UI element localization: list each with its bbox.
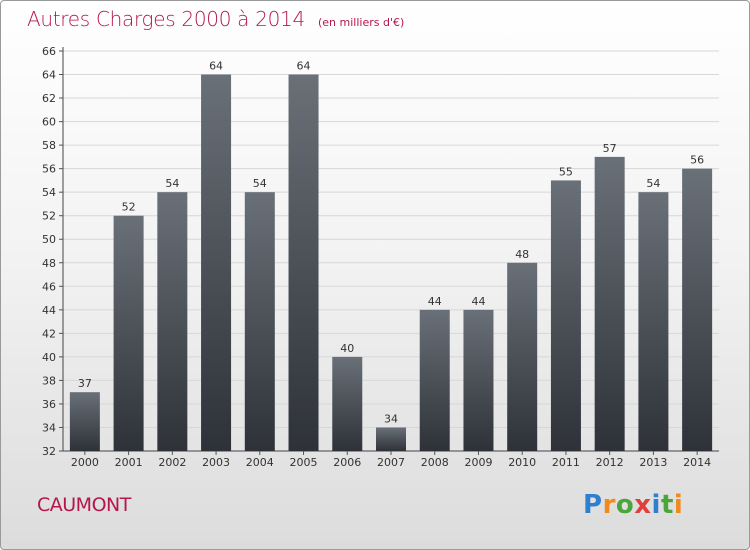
bar — [201, 74, 232, 451]
data-label: 44 — [471, 295, 485, 308]
logo-letter: i — [651, 490, 661, 520]
y-tick-label: 48 — [42, 257, 56, 270]
x-tick-label: 2007 — [377, 456, 405, 469]
y-tick-label: 56 — [42, 163, 56, 176]
logo-letter: P — [583, 490, 603, 520]
y-tick-label: 32 — [42, 445, 56, 458]
x-tick-label: 2001 — [115, 456, 143, 469]
chart-subtitle: (en milliers d'€) — [317, 16, 405, 29]
y-tick-label: 52 — [42, 210, 56, 223]
data-label: 48 — [515, 248, 529, 261]
x-tick-label: 2014 — [683, 456, 711, 469]
y-tick-label: 44 — [42, 304, 56, 317]
bar — [419, 309, 450, 451]
x-tick-label: 2009 — [464, 456, 492, 469]
data-label: 56 — [690, 154, 704, 167]
data-label: 37 — [78, 377, 92, 390]
data-label: 64 — [297, 60, 311, 73]
bar — [69, 392, 100, 451]
chart-title-row: Autres Charges 2000 à 2014 (en milliers … — [27, 7, 404, 31]
x-tick-label: 2004 — [246, 456, 274, 469]
x-tick-label: 2000 — [71, 456, 99, 469]
data-label: 40 — [340, 342, 354, 355]
logo-letter: t — [660, 490, 674, 520]
x-tick-label: 2006 — [333, 456, 361, 469]
x-tick-label: 2008 — [421, 456, 449, 469]
bar — [376, 427, 406, 451]
y-tick-label: 60 — [42, 116, 56, 129]
data-label: 54 — [646, 177, 660, 190]
bars — [69, 74, 713, 452]
data-label: 57 — [603, 142, 617, 155]
y-tick-label: 66 — [42, 45, 56, 58]
x-tick-label: 2012 — [596, 456, 624, 469]
logo-letter: o — [615, 490, 635, 520]
data-label: 52 — [122, 201, 136, 214]
y-tick-label: 50 — [42, 233, 56, 246]
labels: 2000 37 2001 52 2002 54 2003 64 2004 54 2005 64 2006… — [71, 60, 711, 469]
y-tick-label: 40 — [42, 351, 56, 364]
y-tick-label: 54 — [42, 186, 56, 199]
logo-letter: i — [673, 490, 684, 520]
x-tick-label: 2002 — [158, 456, 186, 469]
x-tick-label: 2003 — [202, 456, 230, 469]
x-tick-label: 2010 — [508, 456, 536, 469]
bar — [682, 168, 713, 451]
y-tick-label: 36 — [42, 398, 56, 411]
y-tick-label: 46 — [42, 280, 56, 293]
bar — [157, 192, 188, 452]
bar — [550, 180, 581, 452]
logo-letter: r — [602, 490, 616, 520]
bar — [594, 156, 625, 451]
y-tick-label: 58 — [42, 139, 56, 152]
bar — [332, 356, 363, 451]
data-label: 54 — [253, 177, 267, 190]
data-label: 44 — [428, 295, 442, 308]
y-tick-label: 62 — [42, 92, 56, 105]
y-tick-label: 34 — [42, 421, 56, 434]
x-tick-label: 2013 — [639, 456, 667, 469]
bar — [638, 192, 669, 452]
y-tick-label: 38 — [42, 374, 56, 387]
proxiti-logo: Proxiti — [583, 490, 683, 520]
data-label: 34 — [384, 412, 398, 425]
y-tick-label: 64 — [42, 69, 56, 82]
logo-letter: x — [634, 490, 652, 520]
bar — [113, 215, 144, 451]
chart-title: Autres Charges 2000 à 2014 — [27, 7, 305, 31]
y-tick-label: 42 — [42, 327, 56, 340]
bar — [507, 262, 538, 451]
data-label: 64 — [209, 60, 223, 73]
data-label: 54 — [165, 177, 179, 190]
x-tick-label: 2005 — [290, 456, 318, 469]
bar — [244, 192, 275, 452]
data-label: 55 — [559, 165, 573, 178]
x-tick-label: 2011 — [552, 456, 580, 469]
place-name: CAUMONT — [37, 494, 131, 516]
bar — [463, 309, 494, 451]
bar — [288, 74, 319, 451]
